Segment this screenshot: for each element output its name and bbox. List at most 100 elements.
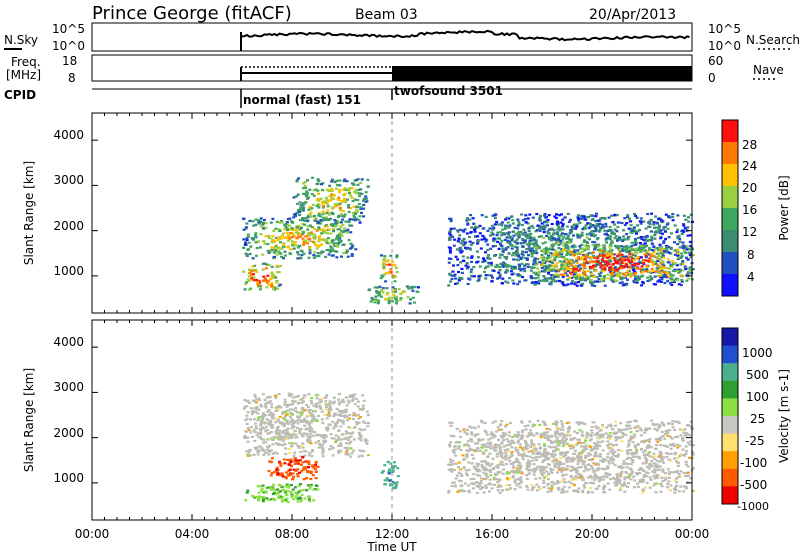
echo-cell xyxy=(575,421,579,424)
echo-cell xyxy=(311,430,314,433)
echo-cell xyxy=(298,210,302,214)
echo-cell xyxy=(459,241,463,245)
echo-cell xyxy=(593,280,597,283)
echo-cell xyxy=(344,220,348,223)
echo-cell xyxy=(344,200,348,203)
echo-cell xyxy=(357,202,361,206)
echo-cell xyxy=(304,186,308,190)
echo-cell xyxy=(665,271,669,274)
echo-cell xyxy=(473,228,476,231)
echo-cell xyxy=(558,227,562,230)
echo-cell xyxy=(645,234,649,238)
echo-cell xyxy=(329,189,333,192)
echo-cell xyxy=(355,192,359,195)
echo-cell xyxy=(590,448,594,451)
echo-cell xyxy=(560,248,564,251)
echo-cell xyxy=(271,438,274,441)
echo-cell xyxy=(599,455,602,458)
echo-cell xyxy=(689,251,693,254)
echo-cell xyxy=(469,243,473,246)
echo-cell xyxy=(549,239,553,242)
echo-cell xyxy=(677,283,681,286)
echo-cell xyxy=(565,437,568,440)
echo-cell xyxy=(689,213,693,216)
echo-cell xyxy=(587,226,591,230)
echo-cell xyxy=(628,266,632,269)
echo-cell xyxy=(593,455,597,458)
echo-cell xyxy=(280,247,284,250)
echo-cell xyxy=(627,260,631,263)
echo-cell xyxy=(302,449,306,453)
echo-cell xyxy=(659,217,663,221)
echo-cell xyxy=(661,265,665,268)
echo-cell xyxy=(352,449,356,452)
echo-cell xyxy=(329,187,333,190)
echo-cell xyxy=(259,432,263,435)
echo-cell xyxy=(393,264,397,267)
echo-cell xyxy=(613,259,617,262)
echo-cell xyxy=(623,223,627,227)
echo-cell xyxy=(291,422,295,425)
echo-cell xyxy=(345,249,349,252)
echo-cell xyxy=(256,485,260,488)
echo-cell xyxy=(582,270,586,274)
echo-cell xyxy=(448,272,452,275)
echo-cell xyxy=(275,466,279,469)
echo-cell xyxy=(534,277,537,280)
echo-cell xyxy=(578,245,582,248)
echo-cell xyxy=(615,230,619,233)
echo-cell xyxy=(295,426,299,429)
echo-cell xyxy=(507,252,511,255)
echo-cell xyxy=(308,470,312,473)
echo-cell xyxy=(554,439,558,442)
echo-cell xyxy=(560,263,564,266)
echo-cell xyxy=(252,429,256,432)
echo-cell xyxy=(629,275,633,278)
echo-cell xyxy=(318,406,322,409)
echo-cell xyxy=(302,240,306,243)
echo-cell xyxy=(661,434,665,438)
echo-cell xyxy=(469,271,473,274)
echo-cell xyxy=(461,255,465,258)
echo-cell xyxy=(687,220,691,223)
echo-cell xyxy=(293,486,297,489)
echo-cell xyxy=(626,238,630,241)
echo-cell xyxy=(330,447,334,450)
echo-cell xyxy=(564,434,568,437)
echo-cell xyxy=(648,279,652,282)
echo-cell xyxy=(655,459,659,462)
echo-cell xyxy=(310,421,313,424)
echo-cell xyxy=(536,224,540,227)
echo-cell xyxy=(242,217,246,220)
echo-cell xyxy=(291,233,295,236)
echo-cell xyxy=(605,262,609,265)
echo-cell xyxy=(506,270,509,273)
echo-cell xyxy=(248,448,252,452)
echo-cell xyxy=(342,414,346,417)
echo-cell xyxy=(250,277,254,280)
echo-cell xyxy=(662,248,666,251)
echo-cell xyxy=(269,412,273,415)
echo-cell xyxy=(592,235,596,238)
echo-cell xyxy=(482,236,486,239)
echo-cell xyxy=(272,452,275,455)
echo-cell xyxy=(634,279,638,282)
echo-cell xyxy=(299,497,303,500)
echo-cell xyxy=(615,279,619,282)
echo-cell xyxy=(609,425,613,428)
echo-cell xyxy=(496,470,500,474)
echo-cell xyxy=(592,275,596,278)
echo-cell xyxy=(271,443,275,446)
echo-cell xyxy=(589,486,593,490)
echo-cell xyxy=(281,496,285,499)
echo-cell xyxy=(679,475,682,478)
echo-cell xyxy=(660,430,664,433)
echo-cell xyxy=(622,460,626,463)
echo-cell xyxy=(544,252,548,255)
echo-cell xyxy=(321,449,325,452)
echo-cell xyxy=(270,281,274,285)
echo-cell xyxy=(385,287,389,290)
echo-cell xyxy=(294,442,298,445)
echo-cell xyxy=(278,415,282,418)
echo-cell xyxy=(594,463,597,466)
